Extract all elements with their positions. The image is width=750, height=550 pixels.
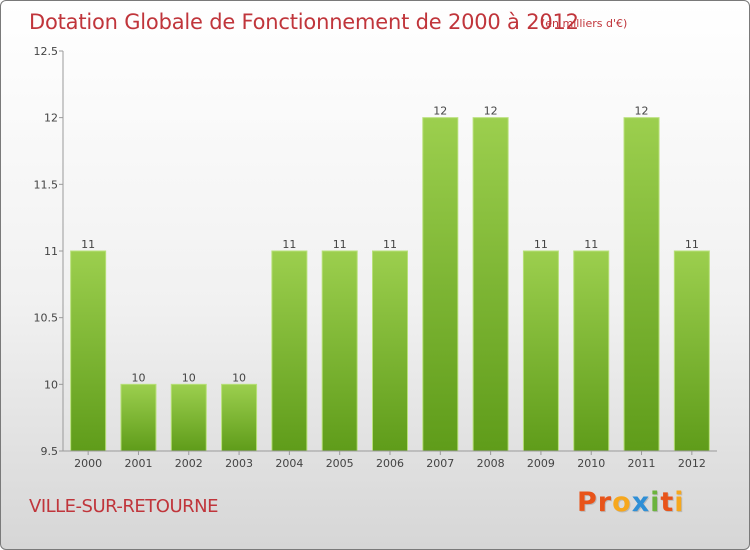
x-tick-label: 2005 — [326, 457, 354, 470]
y-tick-label: 10.5 — [34, 312, 59, 325]
bar-2000 — [70, 250, 107, 452]
x-tick-label: 2012 — [678, 457, 706, 470]
bar-2012 — [673, 250, 710, 452]
x-tick-label: 2009 — [527, 457, 555, 470]
logo-letter: x — [631, 487, 651, 518]
bar-2008 — [472, 117, 509, 452]
chart-title: Dotation Globale de Fonctionnement de 20… — [29, 10, 579, 34]
bar-2007 — [422, 117, 459, 452]
logo-letter: o — [612, 487, 632, 518]
bar-value-label: 10 — [232, 371, 246, 384]
x-tick-label: 2000 — [74, 457, 102, 470]
x-tick-label: 2002 — [175, 457, 203, 470]
bar-value-label: 11 — [685, 238, 699, 251]
bar-2009 — [522, 250, 559, 452]
chart-subtitle: (en milliers d'€) — [541, 17, 628, 30]
bar-value-label: 11 — [333, 238, 347, 251]
y-tick-label: 9.5 — [41, 445, 59, 458]
bar-value-label: 11 — [383, 238, 397, 251]
y-axis: 9.5 10 10.5 11 11.5 12 12.5 — [34, 45, 64, 458]
bar-2003 — [221, 383, 258, 452]
bar-value-label: 11 — [81, 238, 95, 251]
bar-value-label: 12 — [484, 105, 498, 118]
bar-value-label: 12 — [433, 105, 447, 118]
bar-2010 — [573, 250, 610, 452]
bar-2006 — [372, 250, 408, 452]
logo-letter: i — [650, 487, 661, 518]
bar-value-label: 11 — [584, 238, 598, 251]
x-tick-label: 2011 — [628, 457, 656, 470]
y-tick-label: 10 — [44, 378, 58, 391]
x-tick-label: 2003 — [225, 457, 253, 470]
x-tick-label: 2004 — [275, 457, 303, 470]
bar-value-label: 10 — [182, 371, 196, 384]
bar-2005 — [321, 250, 358, 452]
bar-value-label: 12 — [635, 105, 649, 118]
bar-2011 — [623, 117, 660, 452]
y-tick-label: 11 — [44, 245, 58, 258]
y-tick-label: 11.5 — [34, 178, 59, 191]
bar-value-label: 10 — [131, 371, 145, 384]
x-tick-label: 2010 — [577, 457, 605, 470]
x-tick-label: 2001 — [124, 457, 152, 470]
logo-letter: t — [660, 487, 675, 518]
x-axis: 2000 2001 2002 2003 2004 2005 2006 2007 2008 2009… — [63, 450, 717, 470]
bar-value-label: 11 — [534, 238, 548, 251]
bar-2004 — [271, 250, 308, 452]
bars: 11 10 10 10 11 11 11 12 12 11 11 12 11 — [70, 105, 710, 452]
bar-2001 — [120, 383, 157, 452]
y-tick-label: 12 — [44, 112, 58, 125]
logo-letter: P — [577, 487, 598, 518]
commune-name: VILLE-SUR-RETOURNE — [29, 496, 218, 517]
x-tick-label: 2006 — [376, 457, 404, 470]
bar-2002 — [170, 383, 207, 452]
proxiti-logo: Proxiti — [577, 487, 685, 518]
y-tick-label: 12.5 — [34, 45, 59, 58]
bar-value-label: 11 — [282, 238, 296, 251]
x-tick-label: 2007 — [426, 457, 454, 470]
x-tick-label: 2008 — [477, 457, 505, 470]
logo-letter: i — [674, 487, 685, 518]
logo-letter: r — [597, 487, 613, 518]
